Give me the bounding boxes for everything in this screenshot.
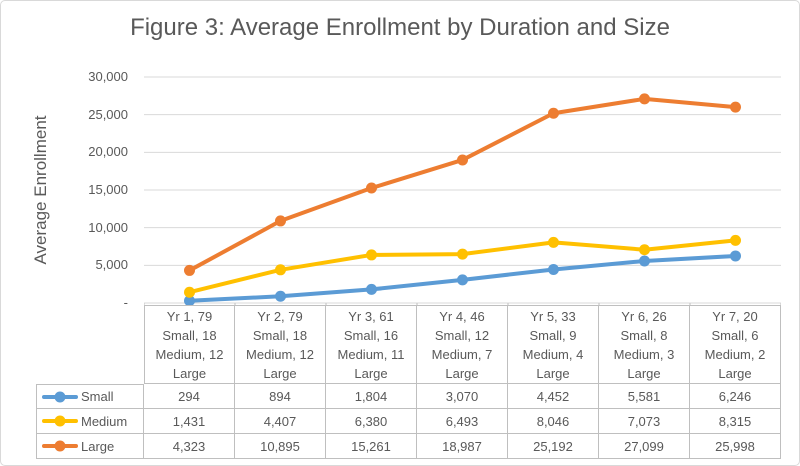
category-header-cell: Yr 1, 79 Small, 18 Medium, 12 Large	[144, 305, 235, 384]
value-cell: 4,323	[144, 434, 235, 459]
value-cell: 3,070	[417, 384, 508, 409]
value-cell: 1,804	[326, 384, 417, 409]
value-cell: 5,581	[599, 384, 690, 409]
y-axis-tick-label: 20,000	[88, 144, 128, 160]
value-cell: 6,380	[326, 409, 417, 434]
value-cell: 894	[235, 384, 326, 409]
legend-cell: Medium	[36, 409, 144, 434]
value-cell: 4,407	[235, 409, 326, 434]
y-axis-tick-label: 30,000	[88, 69, 128, 84]
small-series-marker	[184, 295, 195, 307]
large-series-marker	[730, 101, 741, 113]
y-axis-tick-label: 15,000	[88, 182, 128, 197]
value-cell: 10,895	[235, 434, 326, 459]
value-cell: 8,046	[508, 409, 599, 434]
value-cell: 25,998	[690, 434, 781, 459]
y-axis-tick-label: -	[123, 295, 128, 310]
value-cell: 25,192	[508, 434, 599, 459]
medium-series-marker	[275, 264, 286, 276]
medium-series-marker	[548, 236, 559, 248]
medium-series-marker	[457, 248, 468, 260]
small-series-marker	[639, 255, 650, 267]
legend-cell: Large	[36, 434, 144, 459]
large-series-marker	[184, 264, 195, 276]
value-cell: 4,452	[508, 384, 599, 409]
category-header-cell: Yr 7, 20 Small, 6 Medium, 2 Large	[690, 305, 781, 384]
legend-cell: Small	[36, 384, 144, 409]
category-header-cell: Yr 6, 26 Small, 8 Medium, 3 Large	[599, 305, 690, 384]
category-header-cell: Yr 4, 46 Small, 12 Medium, 7 Large	[417, 305, 508, 384]
value-cell: 27,099	[599, 434, 690, 459]
large-series-marker	[639, 93, 650, 105]
medium-series-marker	[730, 234, 741, 246]
value-cell: 1,431	[144, 409, 235, 434]
y-axis-tick-label: 10,000	[88, 219, 128, 235]
category-header-cell: Yr 2, 79 Small, 18 Medium, 12 Large	[235, 305, 326, 384]
large-series-line	[187, 96, 738, 273]
large-series-marker	[548, 107, 559, 119]
small-series-key-icon	[42, 394, 78, 399]
category-header-cell: Yr 5, 33 Small, 9 Medium, 4 Large	[508, 305, 599, 384]
value-cell: 8,315	[690, 409, 781, 434]
chart-data-table: Yr 1, 79 Small, 18 Medium, 12 Large Yr 2,…	[36, 305, 781, 459]
value-cell: 18,987	[417, 434, 508, 459]
data-table-corner-cell	[36, 305, 144, 384]
legend-label: Medium	[81, 413, 128, 429]
small-series-marker	[730, 250, 741, 262]
y-axis-tick-label: 5,000	[95, 257, 128, 273]
medium-series-marker	[639, 244, 650, 256]
value-cell: 15,261	[326, 434, 417, 459]
large-series-marker	[275, 215, 286, 227]
small-series-marker	[275, 290, 286, 302]
small-series-marker	[548, 263, 559, 275]
value-cell: 6,246	[690, 384, 781, 409]
legend-label: Large	[81, 438, 115, 454]
medium-series-key-icon	[42, 419, 78, 423]
y-axis: 30,000 25,000 20,000 15,000 10,000 5,000 -	[1, 1, 128, 321]
small-series-marker	[457, 274, 468, 286]
large-series-marker	[457, 154, 468, 166]
y-axis-tick-label: 25,000	[88, 106, 128, 122]
large-series-key-icon	[42, 444, 78, 448]
large-series-marker	[366, 182, 377, 194]
chart-title: Figure 3: Average Enrollment by Duration…	[130, 14, 670, 41]
medium-series-marker	[366, 249, 377, 261]
plot-area	[144, 76, 781, 308]
category-header-cell: Yr 3, 61 Small, 16 Medium, 11 Large	[326, 305, 417, 384]
value-cell: 6,493	[417, 409, 508, 434]
value-cell: 294	[144, 384, 235, 409]
value-cell: 7,073	[599, 409, 690, 434]
small-series-marker	[366, 283, 377, 295]
medium-series-marker	[184, 286, 195, 298]
legend-label: Small	[81, 389, 114, 404]
